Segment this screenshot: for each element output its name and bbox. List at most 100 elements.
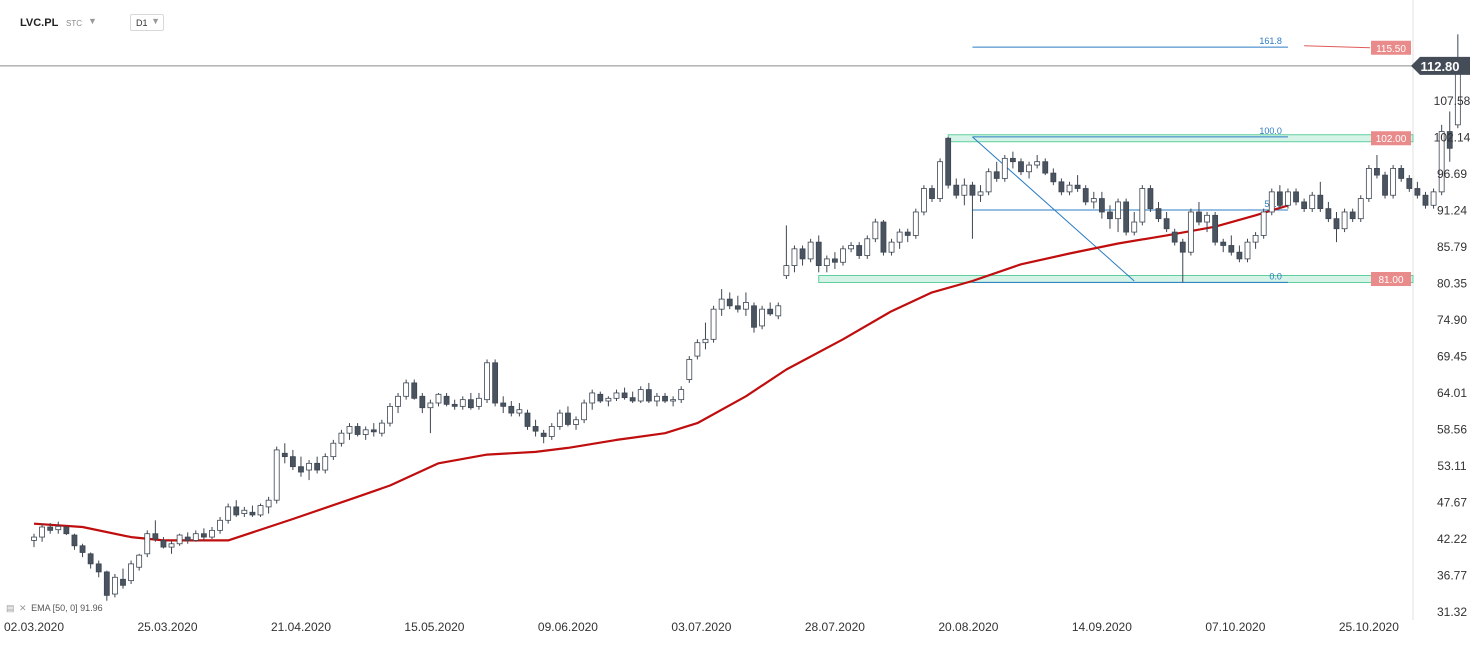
y-tick-label: 36.77 <box>1437 568 1467 582</box>
candle-body <box>378 422 385 434</box>
y-tick-label: 58.56 <box>1437 422 1467 436</box>
candle-body <box>516 409 523 414</box>
candle-body <box>168 543 175 548</box>
candle-body <box>791 248 798 266</box>
y-tick-label: 64.01 <box>1437 386 1467 400</box>
timeframe-select[interactable]: D1 ▼ <box>130 14 164 31</box>
chevron-down-icon[interactable]: ▼ <box>88 16 97 26</box>
candle-body <box>702 338 709 344</box>
fib-level-label: 100.0 <box>1259 126 1282 136</box>
timeframe-label: D1 <box>136 18 148 28</box>
candle-body <box>1050 172 1057 183</box>
candle-body <box>1309 194 1316 210</box>
x-tick-label: 25.10.2020 <box>1339 620 1399 634</box>
candle-body <box>192 533 199 541</box>
candle-body <box>710 308 717 340</box>
candle-body <box>39 526 45 538</box>
candle-body <box>1406 178 1413 189</box>
y-tick-label: 102.14 <box>1434 130 1471 144</box>
candle-body <box>1212 214 1219 243</box>
candle-body <box>330 442 337 458</box>
candle-body <box>1155 208 1162 220</box>
candle-body <box>273 449 280 501</box>
symbol-label[interactable]: LVC.PL <box>20 17 59 29</box>
candle-body <box>362 429 369 435</box>
x-tick-label: 07.10.2020 <box>1205 620 1265 634</box>
candle-body <box>726 298 733 307</box>
candle-body <box>581 402 588 421</box>
candle-body <box>929 188 935 199</box>
candle-body <box>589 392 596 404</box>
candle-body <box>225 506 232 521</box>
ema-line <box>33 204 1289 542</box>
candle-body <box>346 426 353 434</box>
x-tick-label: 15.05.2020 <box>404 620 464 634</box>
candle-body <box>1446 131 1453 149</box>
candle-body <box>241 509 248 515</box>
candle-body <box>1179 241 1186 253</box>
candle-body <box>1196 211 1202 223</box>
candle-body <box>840 248 846 263</box>
candle-body <box>670 399 677 402</box>
y-tick-label: 74.90 <box>1437 313 1467 327</box>
candle-body <box>265 499 272 508</box>
x-tick-label: 03.07.2020 <box>671 620 731 634</box>
candle-body <box>443 395 450 405</box>
y-tick-label: 107.58 <box>1434 94 1471 108</box>
candle-body <box>945 137 952 186</box>
candle-body <box>1236 251 1243 260</box>
zone-price-badge-text: 102.00 <box>1376 134 1407 145</box>
candle-body <box>1317 194 1324 210</box>
candle-body <box>395 395 401 407</box>
candle-body <box>1252 235 1259 243</box>
candle-body <box>1438 131 1445 193</box>
candle-body <box>1001 157 1008 179</box>
x-tick-label: 25.03.2020 <box>137 620 197 634</box>
candle-body <box>921 188 927 213</box>
candle-body <box>1204 214 1210 223</box>
y-tick-label: 47.67 <box>1437 495 1467 509</box>
exchange-label[interactable]: STC <box>66 19 82 28</box>
candle-body <box>63 526 70 535</box>
candle-body <box>1066 184 1073 193</box>
candle-body <box>565 412 571 425</box>
candle-body <box>864 238 871 256</box>
candle-body <box>734 305 741 310</box>
candle-body <box>856 245 863 256</box>
candle-body <box>556 412 563 427</box>
zone-price-badge <box>1371 131 1411 146</box>
candle-body <box>1293 191 1299 203</box>
candle-body <box>95 563 102 573</box>
chevron-down-icon: ▼ <box>151 16 160 26</box>
chart-icon[interactable]: ▤ <box>6 603 15 613</box>
candle-body <box>605 397 612 402</box>
candle-body <box>961 184 968 196</box>
candle-body <box>872 221 879 240</box>
candle-body <box>200 533 207 538</box>
fib-level-label: 161.8 <box>1259 36 1282 46</box>
candle-body <box>1009 157 1016 163</box>
target-price-badge-text: 115.50 <box>1376 44 1406 55</box>
indicator-legend: ▤ ✕ EMA [50, 0] 91.96 <box>6 603 103 614</box>
candle-body <box>767 308 774 315</box>
candle-body <box>1147 188 1154 210</box>
candle-body <box>743 302 749 310</box>
candle-body <box>1115 201 1121 220</box>
candle-body <box>1365 168 1372 199</box>
candle-body <box>888 241 895 253</box>
candle-body <box>451 403 458 407</box>
candle-body <box>403 382 410 397</box>
x-tick-label: 14.09.2020 <box>1072 620 1132 634</box>
close-icon[interactable]: ✕ <box>19 603 27 613</box>
candle-body <box>1026 164 1032 173</box>
fib-level-label: 0.0 <box>1269 271 1282 281</box>
candle-body <box>176 534 183 545</box>
candle-body <box>427 402 434 409</box>
candle-body <box>1430 191 1437 206</box>
candle-body <box>1082 188 1089 203</box>
candle-body <box>1163 218 1170 230</box>
candle-body <box>47 526 54 531</box>
candle-body <box>993 171 1000 179</box>
